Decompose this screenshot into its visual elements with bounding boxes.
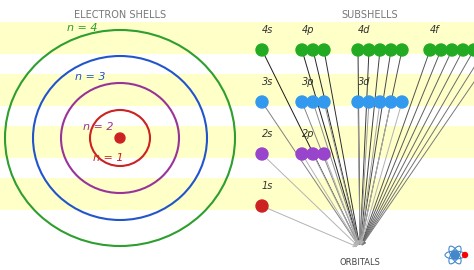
Circle shape	[363, 96, 375, 108]
Text: 4f: 4f	[430, 25, 439, 35]
Circle shape	[318, 96, 330, 108]
Circle shape	[363, 44, 375, 56]
Text: 1s: 1s	[262, 181, 273, 191]
Circle shape	[318, 44, 330, 56]
Text: 4p: 4p	[302, 25, 315, 35]
Circle shape	[352, 96, 364, 108]
Circle shape	[396, 96, 408, 108]
Text: 2s: 2s	[262, 129, 273, 139]
Circle shape	[318, 148, 330, 160]
Circle shape	[115, 133, 125, 143]
Text: n = 2: n = 2	[83, 122, 113, 132]
Bar	[0, 22, 474, 54]
Text: n = 1: n = 1	[93, 153, 123, 163]
Text: n = 3: n = 3	[75, 72, 105, 82]
Circle shape	[307, 148, 319, 160]
Text: ORBITALS: ORBITALS	[339, 258, 381, 267]
Circle shape	[396, 44, 408, 56]
Text: 3p: 3p	[302, 77, 315, 87]
Text: 3d: 3d	[358, 77, 371, 87]
Circle shape	[256, 96, 268, 108]
Circle shape	[463, 252, 467, 258]
Circle shape	[385, 44, 397, 56]
Text: n = 4: n = 4	[67, 23, 97, 33]
Circle shape	[451, 251, 459, 259]
Text: 3s: 3s	[262, 77, 273, 87]
Circle shape	[457, 44, 469, 56]
Text: 2p: 2p	[302, 129, 315, 139]
Circle shape	[307, 96, 319, 108]
Bar	[0, 74, 474, 106]
Circle shape	[385, 96, 397, 108]
Text: 4d: 4d	[358, 25, 371, 35]
Circle shape	[446, 44, 458, 56]
Circle shape	[468, 44, 474, 56]
Circle shape	[256, 44, 268, 56]
Circle shape	[296, 44, 308, 56]
Text: SUBSHELLS: SUBSHELLS	[342, 10, 398, 20]
Text: ELECTRON SHELLS: ELECTRON SHELLS	[74, 10, 166, 20]
Circle shape	[296, 148, 308, 160]
Circle shape	[256, 148, 268, 160]
Circle shape	[424, 44, 436, 56]
Circle shape	[352, 44, 364, 56]
Bar	[0, 178, 474, 210]
Circle shape	[296, 96, 308, 108]
Bar	[0, 126, 474, 158]
Circle shape	[374, 44, 386, 56]
Circle shape	[374, 96, 386, 108]
Circle shape	[307, 44, 319, 56]
Text: 4s: 4s	[262, 25, 273, 35]
Circle shape	[256, 200, 268, 212]
Circle shape	[435, 44, 447, 56]
